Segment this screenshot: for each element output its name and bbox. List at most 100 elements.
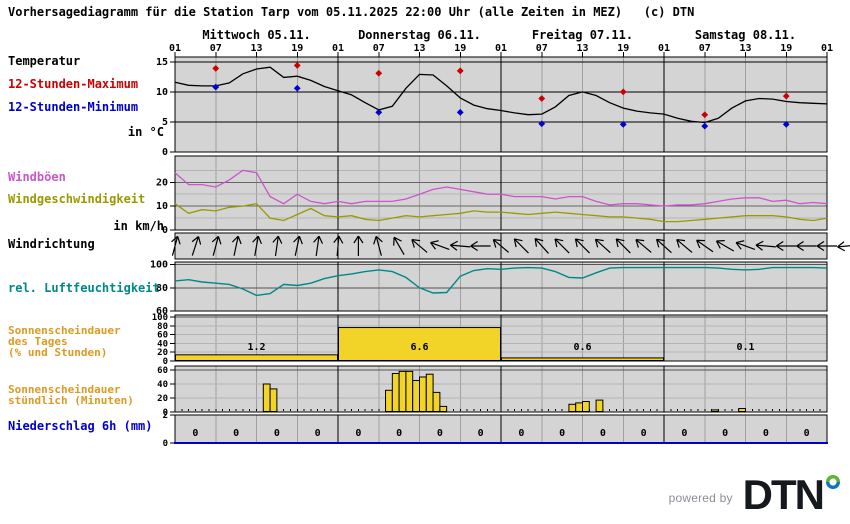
hour-label: 13: [250, 43, 262, 54]
wind-arrow: [211, 235, 222, 256]
sunshine-hourly-bar: [269, 388, 278, 413]
wind-arrow: [676, 238, 693, 253]
precip-value: 0: [192, 428, 198, 439]
wind-arrow: [655, 238, 672, 254]
humidity-curve: [174, 266, 828, 297]
max-marker: [212, 65, 220, 72]
precip-value: 0: [437, 428, 443, 439]
day-label: Samstag 08.11.: [695, 28, 796, 42]
wind-arrow: [755, 240, 776, 251]
max-marker: [456, 67, 464, 75]
y-tick-label: 20: [157, 348, 168, 358]
label-unit-celsius: in °C: [127, 125, 164, 139]
sunshine-hourly-bar: [711, 409, 719, 412]
sunshine-hourly-bar: [398, 370, 407, 413]
gusts-curve: [174, 169, 828, 207]
wind-arrow: [191, 236, 202, 256]
panel-border-wind: [174, 155, 828, 231]
wind-arrow: [554, 238, 570, 254]
wind-arrow: [492, 238, 510, 253]
hour-label: 07: [210, 43, 222, 54]
wind-speed-curve: [174, 202, 828, 223]
hour-label: 01: [332, 43, 344, 54]
wind-arrow: [574, 238, 590, 254]
page-title: Vorhersagediagramm für die Station Tarp …: [8, 5, 695, 19]
sunshine-hourly-bar: [262, 383, 271, 412]
wind-arrow: [796, 240, 817, 252]
sunshine-daily-bar: [501, 357, 664, 362]
hour-label: 01: [821, 43, 833, 54]
wind-arrow: [353, 235, 364, 256]
hour-label: 13: [576, 43, 588, 54]
panel-border-temperature: [174, 56, 828, 153]
label-sunshine-daily-2: des Tages: [8, 335, 68, 348]
y-tick-label: 100: [152, 313, 168, 323]
sunshine-hourly-bar: [412, 379, 421, 413]
sunshine-hourly-bar: [568, 403, 577, 413]
label-wind-speed: Windgeschwindigkeit: [8, 192, 146, 206]
label-sunshine-daily-1: Sonnenscheindauer: [8, 324, 121, 337]
sunshine-hourly-bar: [738, 407, 746, 412]
y-tick-label: 20: [156, 177, 168, 188]
wind-arrow: [373, 235, 383, 256]
sunshine-hourly-bar: [439, 405, 448, 412]
wind-arrow: [837, 241, 850, 252]
sunshine-hourly-bar: [405, 370, 414, 413]
panel-border-sunshine_hourly: [174, 365, 828, 413]
y-tick-label: 10: [156, 201, 168, 212]
wind-arrow: [594, 238, 611, 254]
max-marker: [538, 95, 546, 102]
day-label: Mittwoch 05.11.: [202, 28, 310, 42]
dtn-brand: DTN: [743, 474, 840, 516]
sunshine-daily-value: 0.1: [736, 342, 754, 353]
day-label: Freitag 07.11.: [532, 28, 633, 42]
label-sunshine-hourly-2: stündlich (Minuten): [8, 394, 134, 407]
wind-arrow: [715, 240, 735, 252]
wind-arrow: [393, 236, 405, 255]
hour-label: 01: [495, 43, 507, 54]
max-marker: [293, 62, 301, 69]
hour-label: 19: [454, 43, 466, 54]
meteogram-chart: Mittwoch 05.11. Donnerstag 06.11. Freitag …: [150, 28, 850, 449]
label-temperature: Temperatur: [8, 54, 81, 68]
sunshine-hourly-bar: [425, 373, 434, 412]
hour-label: 01: [169, 43, 181, 54]
min-marker: [456, 108, 464, 116]
sunshine-hourly-bar: [432, 391, 441, 413]
wind-arrow: [470, 240, 491, 252]
y-tick-label: 80: [156, 283, 168, 294]
sunshine-hourly-bar: [595, 399, 604, 412]
y-tick-label: 0: [162, 147, 168, 158]
y-tick-label: 10: [156, 87, 168, 98]
wind-arrow: [333, 235, 344, 257]
sunshine-daily-value: 0.6: [573, 342, 591, 353]
y-tick-label: 60: [156, 306, 168, 317]
wind-arrow: [615, 238, 631, 254]
precip-value: 0: [600, 428, 606, 439]
precip-value: 0: [396, 428, 402, 439]
wind-arrow: [696, 239, 714, 253]
label-sunshine-daily-3: (% und Stunden): [8, 346, 108, 359]
precip-value: 0: [518, 428, 524, 439]
hour-label: 13: [413, 43, 425, 54]
wind-arrow: [775, 240, 797, 252]
sunshine-hourly-bar: [385, 389, 393, 413]
y-tick-label: 40: [157, 339, 168, 349]
temperature-curve: [174, 66, 828, 124]
precip-value: 0: [355, 428, 361, 439]
sunshine-hourly-bar: [582, 400, 590, 412]
max-marker: [782, 92, 790, 100]
sunshine-daily-bar: [175, 354, 338, 361]
hour-label: 19: [780, 43, 792, 54]
wind-arrow: [513, 238, 529, 254]
precip-value: 0: [763, 428, 769, 439]
y-tick-label: 40: [157, 380, 168, 390]
wind-arrow: [735, 240, 756, 250]
y-tick-label: 80: [157, 322, 168, 332]
max-marker: [619, 88, 627, 96]
wind-arrow: [313, 235, 324, 256]
y-tick-label: 5: [162, 117, 168, 128]
precip-value: 0: [722, 428, 728, 439]
precip-value: 0: [274, 428, 280, 439]
